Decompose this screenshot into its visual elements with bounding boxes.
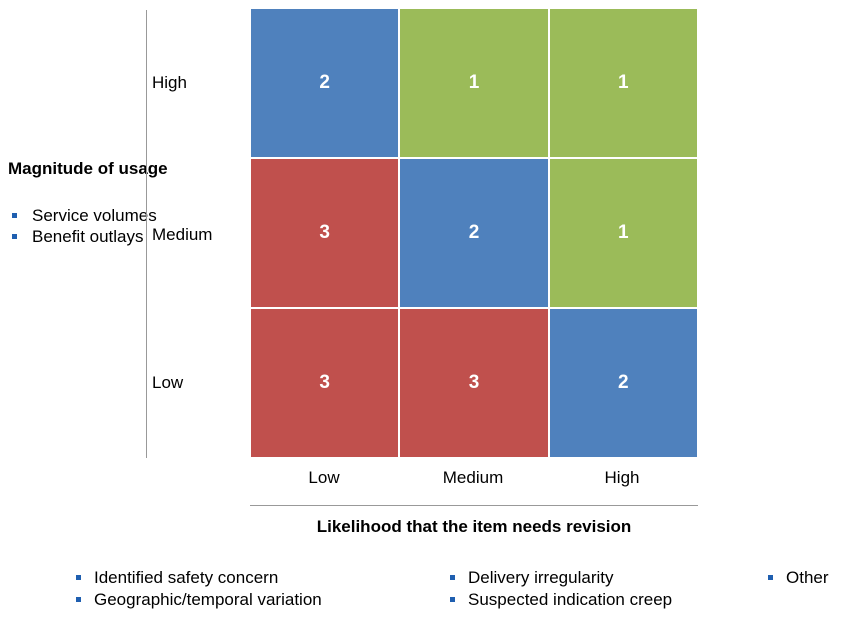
- x-tick-low: Low: [308, 468, 340, 487]
- cell-medium-magnitude-low-likelihood: 3: [250, 158, 400, 308]
- factor-item: Geographic/temporal variation: [74, 590, 322, 610]
- y-axis-item: Benefit outlays: [10, 226, 157, 247]
- x-tick-high: High: [604, 468, 640, 487]
- y-axis-item-label: Service volumes: [32, 206, 157, 225]
- cell-value-label: 1: [618, 72, 629, 93]
- y-tick-low: Low: [152, 373, 184, 392]
- factor-label: Suspected indication creep: [468, 590, 673, 609]
- x-axis-title: Likelihood that the item needs revision: [316, 517, 632, 536]
- factor-item: Identified safety concern: [74, 568, 278, 588]
- cell-value-label: 2: [468, 222, 480, 243]
- y-tick-medium: Medium: [152, 225, 213, 244]
- y-axis-item: Service volumes: [10, 205, 157, 226]
- x-tick-medium: Medium: [442, 468, 504, 487]
- bullet-icon: [12, 213, 17, 218]
- bullet-icon: [450, 575, 455, 580]
- factor-item: Suspected indication creep: [448, 590, 672, 610]
- heatmap-grid: 2 1 1 3 2 1 3 3 2: [250, 8, 698, 458]
- cell-value-label: 2: [319, 72, 330, 93]
- cell-low-magnitude-high-likelihood: 2: [548, 308, 698, 458]
- y-axis-items: Service volumes Benefit outlays: [10, 205, 157, 247]
- cell-high-magnitude-high-likelihood: 1: [548, 8, 698, 158]
- bullet-icon: [12, 234, 17, 239]
- factor-label: Other: [786, 568, 829, 587]
- factor-item: Other: [766, 568, 829, 588]
- bullet-icon: [450, 597, 455, 602]
- x-axis-line: [250, 505, 698, 506]
- cell-value-label: 2: [618, 372, 629, 393]
- factor-label: Identified safety concern: [94, 568, 279, 587]
- cell-medium-magnitude-medium-likelihood: 2: [399, 158, 549, 308]
- cell-low-magnitude-low-likelihood: 3: [250, 308, 400, 458]
- cell-high-magnitude-medium-likelihood: 1: [399, 8, 549, 158]
- bullet-icon: [768, 575, 773, 580]
- cell-medium-magnitude-high-likelihood: 1: [548, 158, 698, 308]
- y-tick-high: High: [152, 73, 187, 92]
- factor-label: Geographic/temporal variation: [94, 590, 322, 609]
- factor-label: Delivery irregularity: [468, 568, 614, 587]
- cell-value-label: 3: [319, 222, 330, 243]
- factor-item: Delivery irregularity: [448, 568, 613, 588]
- bullet-icon: [76, 597, 81, 602]
- bullet-icon: [76, 575, 81, 580]
- y-axis-title: Magnitude of usage: [8, 159, 168, 178]
- cell-low-magnitude-medium-likelihood: 3: [399, 308, 549, 458]
- cell-value-label: 1: [618, 222, 629, 243]
- y-axis-item-label: Benefit outlays: [32, 227, 144, 246]
- cell-value-label: 3: [319, 372, 330, 393]
- cell-high-magnitude-low-likelihood: 2: [250, 8, 400, 158]
- y-axis-line: [146, 10, 147, 458]
- cell-value-label: 1: [468, 72, 480, 93]
- cell-value-label: 3: [468, 372, 480, 393]
